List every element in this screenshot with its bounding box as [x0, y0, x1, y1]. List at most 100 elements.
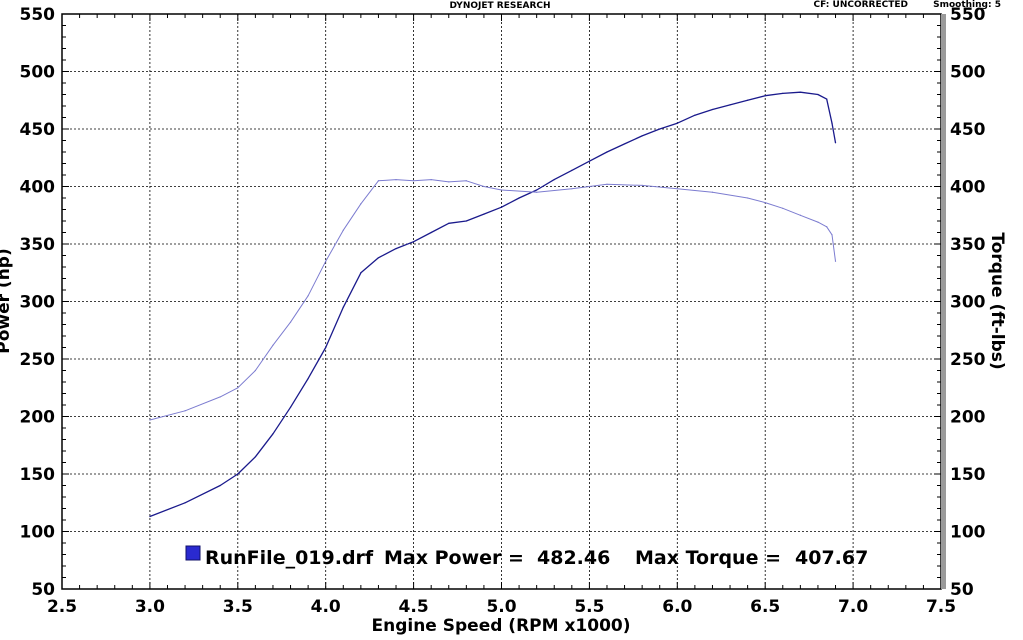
- torque-data-point: [325, 260, 327, 262]
- torque-data-point: [254, 369, 256, 372]
- y-tick-label: 150: [20, 465, 56, 485]
- power-data-point: [254, 456, 256, 458]
- y2-tick-label: 550: [950, 5, 986, 25]
- torque-data-point: [413, 180, 415, 182]
- torque-data-point: [817, 221, 819, 223]
- torque-data-point: [571, 188, 573, 190]
- y-tick-label: 100: [20, 523, 56, 543]
- power-data-point: [799, 91, 801, 93]
- power-data-point: [831, 122, 833, 124]
- torque-data-point: [149, 419, 151, 421]
- y-tick-label: 250: [20, 350, 56, 370]
- power-data-point: [834, 142, 837, 144]
- torque-data-point: [360, 203, 362, 205]
- right-axis-bar: [941, 14, 946, 589]
- power-data-point: [694, 114, 696, 116]
- legend-max-torque-label: Max Torque =: [635, 547, 781, 569]
- y2-tick-label: 500: [950, 63, 986, 83]
- torque-data-point: [831, 234, 833, 236]
- power-data-point: [711, 108, 714, 111]
- torque-data-point: [676, 188, 678, 190]
- power-data-point: [571, 169, 573, 171]
- torque-data-point: [641, 184, 643, 186]
- y2-tick-label: 200: [950, 408, 986, 428]
- power-data-point: [588, 160, 591, 162]
- power-data-point: [325, 346, 327, 349]
- x-tick-label: 2.5: [47, 597, 77, 617]
- torque-data-point: [483, 185, 485, 188]
- y2-tick-label: 100: [950, 523, 986, 543]
- torque-data-point: [377, 180, 380, 182]
- x-tick-label: 5.0: [486, 597, 516, 617]
- legend: RunFile_019.drf Max Power = 482.46 Max T…: [185, 545, 868, 569]
- power-data-point: [430, 231, 432, 234]
- power-data-point: [219, 484, 221, 487]
- y2-tick-label: 400: [950, 178, 986, 198]
- x-tick-label: 4.5: [399, 597, 429, 617]
- power-data-point: [184, 502, 186, 504]
- y-tick-label: 350: [20, 235, 56, 255]
- x-tick-label: 6.5: [750, 597, 780, 617]
- y2-tick-labels: 50 100 150 200 250 300 350 400 450 500 550: [950, 5, 986, 600]
- x-tick-label: 5.5: [574, 597, 604, 617]
- x-tick-label: 6.0: [662, 597, 692, 617]
- power-data-point: [149, 515, 151, 518]
- series-layer: [149, 91, 837, 518]
- legend-max-power-value: 482.46: [537, 547, 610, 569]
- grid-lines: [62, 14, 941, 589]
- x-tick-label: 7.0: [838, 597, 868, 617]
- y-axis-title: Power (hp): [0, 248, 14, 354]
- header-company: DYNOJET RESEARCH: [449, 1, 550, 11]
- power-data-point: [483, 213, 485, 215]
- torque-data-point: [430, 179, 432, 181]
- x-tick-label: 3.5: [223, 597, 253, 617]
- y-tick-label: 300: [20, 293, 56, 313]
- torque-data-point: [826, 226, 828, 228]
- power-data-point: [659, 128, 661, 130]
- power-data-point: [826, 98, 828, 100]
- torque-data-point: [711, 191, 714, 193]
- power-data-point: [272, 433, 274, 435]
- power-data-point: [360, 272, 362, 274]
- power-data-point: [448, 222, 450, 224]
- power-data-point: [342, 306, 344, 308]
- x-tick-label: 3.0: [135, 597, 165, 617]
- power-data-point: [676, 122, 678, 124]
- power-data-point: [747, 99, 749, 101]
- y-tick-label: 400: [20, 178, 56, 198]
- power-data-point: [500, 206, 503, 208]
- torque-data-point: [834, 260, 837, 262]
- power-data-point: [817, 93, 819, 96]
- y-tick-label: 450: [20, 120, 56, 140]
- power-data-point: [395, 248, 397, 250]
- power-data-point: [377, 257, 380, 259]
- x-tick-labels: 2.5 3.0 3.5 4.0 4.5 5.0 5.5 6.0 6.5 7.0 7.5: [47, 597, 956, 617]
- y-tick-label: 50: [31, 580, 55, 600]
- power-data-point: [289, 406, 292, 408]
- header-smoothing: Smoothing: 5: [933, 0, 1001, 10]
- minor-ticks: [62, 14, 941, 589]
- power-data-point: [237, 473, 239, 475]
- torque-data-point: [465, 180, 467, 182]
- torque-data-point: [237, 387, 239, 389]
- torque-data-point: [448, 181, 450, 183]
- torque-data-point: [307, 295, 309, 297]
- y-tick-labels: 50 100 150 200 250 300 350 400 450 500 550: [20, 5, 56, 600]
- power-data-point: [413, 241, 415, 243]
- y2-tick-label: 350: [950, 235, 986, 255]
- y2-axis-title: Torque (ft-lbs): [987, 232, 1007, 369]
- y2-tick-label: 250: [950, 350, 986, 370]
- power-data-point: [553, 179, 555, 181]
- header-correction: CF: UNCORRECTED: [814, 0, 908, 10]
- y-tick-label: 200: [20, 408, 56, 428]
- power-data-point: [307, 377, 309, 380]
- power-data-point: [465, 220, 467, 222]
- power-data-point: [623, 143, 626, 145]
- y2-tick-label: 150: [950, 465, 986, 485]
- power-data-point: [518, 197, 520, 199]
- y2-tick-label: 450: [950, 120, 986, 140]
- power-data-point: [606, 151, 608, 153]
- y2-tick-label: 50: [950, 580, 974, 600]
- torque-data-point: [184, 410, 186, 412]
